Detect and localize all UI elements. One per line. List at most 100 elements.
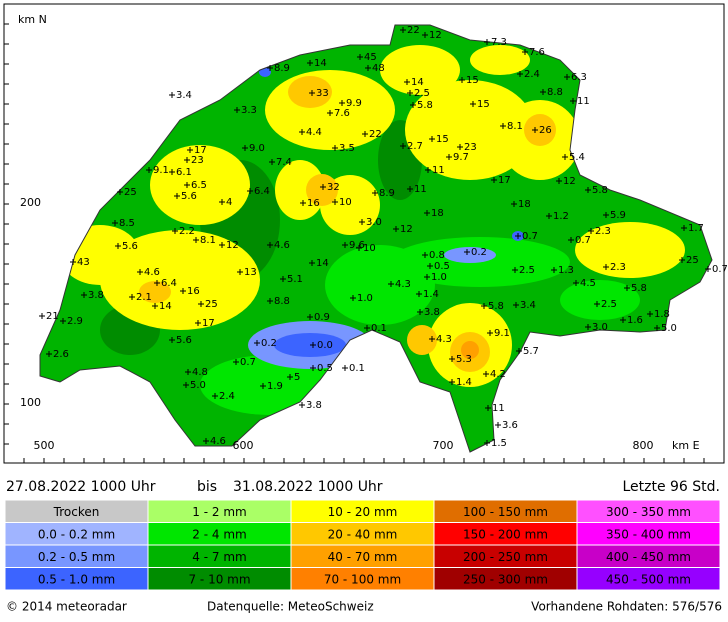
station-value: 10 (363, 243, 376, 254)
station-value: 12 (429, 30, 442, 41)
station-value: 8.1 (200, 235, 216, 246)
station-marker (169, 169, 175, 175)
station-marker (267, 242, 273, 248)
station-value: 5.3 (456, 354, 472, 365)
station-marker (117, 189, 123, 195)
station-marker (260, 383, 266, 389)
station-marker (427, 263, 433, 269)
station-value: 7.6 (529, 47, 545, 58)
station-value: 7.4 (276, 157, 292, 168)
station-value: 5.7 (523, 346, 539, 357)
legend-label: 0.0 - 0.2 mm (38, 527, 115, 541)
legend-label: 450 - 500 mm (606, 572, 691, 586)
station-marker (495, 422, 501, 428)
station-marker (169, 92, 175, 98)
rain-area (575, 222, 685, 278)
station-marker (233, 359, 239, 365)
station-marker (342, 242, 348, 248)
rain-area (306, 174, 338, 206)
station-marker (198, 301, 204, 307)
station-marker (491, 177, 497, 183)
station-value: 5.8 (592, 185, 608, 196)
station-marker (594, 301, 600, 307)
station-marker (400, 27, 406, 33)
station-marker (254, 340, 260, 346)
period-from: 27.08.2022 1000 Uhr (6, 479, 156, 495)
station-marker (299, 129, 305, 135)
rain-area (461, 341, 479, 359)
rain-area (150, 145, 250, 225)
rain-area (275, 160, 325, 220)
station-value: 9.0 (249, 143, 265, 154)
station-marker (585, 324, 591, 330)
station-value: 12 (400, 224, 413, 235)
station-marker (234, 107, 240, 113)
station-marker (362, 131, 368, 137)
station-value: 18 (518, 199, 531, 210)
station-marker (365, 65, 371, 71)
station-marker (481, 303, 487, 309)
station-value: 5.6 (181, 191, 197, 202)
station-value: 25 (205, 299, 218, 310)
station-value: 4 (226, 197, 232, 208)
station-marker (299, 402, 305, 408)
station-value: 6.1 (176, 167, 192, 178)
station-marker (522, 49, 528, 55)
station-value: 5.1 (287, 274, 303, 285)
station-value: 25 (686, 255, 699, 266)
station-marker (247, 188, 253, 194)
station-value: 1.3 (558, 265, 574, 276)
station-value: 2.4 (219, 391, 235, 402)
station-marker (115, 243, 121, 249)
station-marker (309, 90, 315, 96)
station-value: 0.2 (261, 338, 277, 349)
station-value: 25 (124, 187, 137, 198)
station-marker (393, 226, 399, 232)
station-marker (679, 257, 685, 263)
station-value: 9.6 (349, 240, 365, 251)
station-value: 2.2 (179, 226, 195, 237)
station-value: 23 (464, 142, 477, 153)
legend-label: 2 - 4 mm (192, 527, 246, 541)
station-value: 13 (244, 267, 257, 278)
station-value: 0.1 (349, 363, 365, 374)
station-value: 3.0 (592, 322, 608, 333)
station-marker (424, 274, 430, 280)
station-marker (203, 438, 209, 444)
station-value: 14 (159, 301, 172, 312)
copyright: © 2014 meteoradar (6, 600, 127, 614)
station-value: 4.3 (436, 334, 452, 345)
station-value: 1.4 (423, 289, 439, 300)
station-value: 2.1 (136, 292, 152, 303)
station-marker (624, 285, 630, 291)
station-value: 1.6 (627, 315, 643, 326)
station-value: 5.0 (190, 380, 206, 391)
station-value: 3.8 (306, 400, 322, 411)
station-marker (242, 145, 248, 151)
station-value: 4.2 (490, 369, 506, 380)
station-marker (307, 314, 313, 320)
y-axis-title: km N (18, 13, 47, 26)
station-value: 12 (563, 176, 576, 187)
rain-area (470, 45, 530, 75)
station-value: 5.8 (488, 301, 504, 312)
station-marker (416, 291, 422, 297)
station-value: 10 (339, 197, 352, 208)
station-value: 18 (431, 208, 444, 219)
station-marker (556, 178, 562, 184)
station-value: 11 (577, 96, 590, 107)
station-marker (310, 342, 316, 348)
station-value: 6.4 (161, 278, 177, 289)
y-tick-label: 200 (20, 196, 41, 209)
station-marker (483, 371, 489, 377)
station-value: 8.9 (379, 188, 395, 199)
source: Datenquelle: MeteoSchweiz (207, 600, 374, 614)
station-marker (172, 228, 178, 234)
station-value: 8.1 (507, 121, 523, 132)
station-marker (39, 313, 45, 319)
legend-label: 0.5 - 1.0 mm (38, 572, 115, 586)
station-value: 5.6 (122, 241, 138, 252)
legend-label: 70 - 100 mm (324, 572, 401, 586)
station-value: 16 (187, 286, 200, 297)
